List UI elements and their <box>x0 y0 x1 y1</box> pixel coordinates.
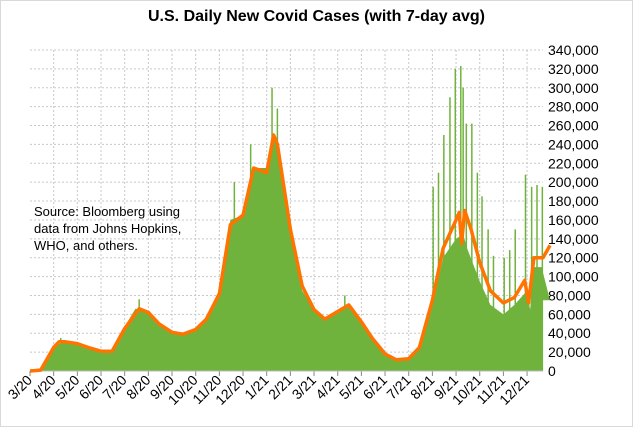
seven-day-avg-line <box>29 133 552 373</box>
y-tick-label: 0 <box>548 363 556 379</box>
y-tick-label: 300,000 <box>548 80 599 96</box>
y-tick-label: 60,000 <box>548 306 591 322</box>
daily-cases-bars <box>30 135 550 371</box>
y-tick-label: 40,000 <box>548 325 591 341</box>
x-tick-label: 3/20 <box>5 372 36 403</box>
x-tick-label: 4/21 <box>312 372 343 403</box>
x-tick-label: 3/21 <box>289 372 320 403</box>
x-tick-label: 8/20 <box>123 372 154 403</box>
x-tick-label: 4/20 <box>28 372 59 403</box>
y-tick-label: 240,000 <box>548 136 599 152</box>
y-tick-label: 280,000 <box>548 99 599 115</box>
y-tick-label: 260,000 <box>548 118 599 134</box>
y-tick-label: 220,000 <box>548 155 599 171</box>
y-tick-label: 200,000 <box>548 174 599 190</box>
y-tick-label: 120,000 <box>548 250 599 266</box>
x-tick-label: 6/20 <box>76 372 107 403</box>
chart-title: U.S. Daily New Covid Cases (with 7-day a… <box>148 8 485 25</box>
y-tick-label: 320,000 <box>548 61 599 77</box>
y-tick-label: 180,000 <box>548 193 599 209</box>
x-tick-label: 2/21 <box>265 372 296 403</box>
x-tick-label: 7/21 <box>383 372 414 403</box>
x-tick-label: 7/20 <box>99 372 130 403</box>
x-tick-label: 6/21 <box>360 372 391 403</box>
source-annotation: Source: Bloomberg using data from Johns … <box>34 204 182 253</box>
y-tick-label: 100,000 <box>548 269 599 285</box>
x-tick-label: 8/21 <box>407 372 438 403</box>
y-tick-label: 20,000 <box>548 344 591 360</box>
x-tick-label: 1/21 <box>241 372 272 403</box>
y-tick-label: 340,000 <box>548 42 599 58</box>
x-tick-label: 5/21 <box>336 372 367 403</box>
y-tick-label: 160,000 <box>548 212 599 228</box>
y-tick-label: 80,000 <box>548 287 591 303</box>
x-tick-label: 5/20 <box>52 372 83 403</box>
y-tick-label: 140,000 <box>548 231 599 247</box>
